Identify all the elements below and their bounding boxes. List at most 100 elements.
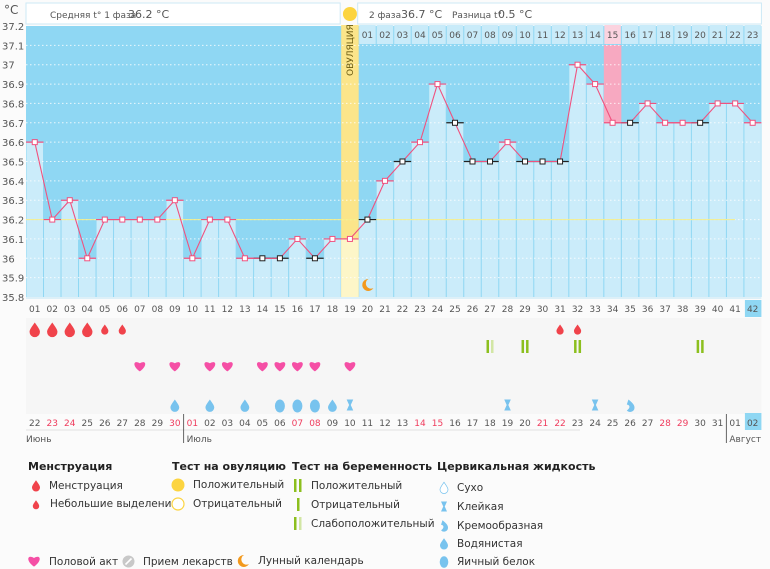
temperature-point bbox=[504, 139, 511, 146]
temperature-bar bbox=[166, 200, 184, 297]
test-line bbox=[486, 340, 490, 353]
temperature-point bbox=[487, 158, 494, 165]
heart-icon bbox=[274, 362, 286, 372]
heart-icon bbox=[28, 556, 40, 567]
calendar-date-label: 24 bbox=[64, 419, 76, 429]
legend-item-moon: Лунный календарь bbox=[236, 554, 364, 568]
calendar-date-label: 25 bbox=[82, 419, 93, 429]
temperature-point bbox=[609, 119, 616, 126]
legend-label: Сухо bbox=[457, 481, 484, 494]
calendar-date-label: 26 bbox=[624, 419, 636, 429]
cycle-day-label: 42 bbox=[747, 305, 758, 315]
phase2-day-label: 01 bbox=[362, 31, 373, 41]
heart-icon bbox=[221, 362, 233, 372]
temperature-bar bbox=[44, 219, 61, 297]
ovulation-label: ОВУЛЯЦИЯ bbox=[346, 24, 356, 76]
cycle-day-label: 08 bbox=[152, 305, 164, 315]
temperature-point bbox=[154, 216, 161, 223]
temperature-point bbox=[469, 158, 476, 165]
temperature-point bbox=[276, 255, 283, 262]
legend-item-intercourse: Половой акт bbox=[27, 555, 118, 568]
pregnancy-test-weak-icon bbox=[486, 340, 494, 353]
legend-label: Прием лекарств bbox=[143, 555, 233, 568]
diff-value: 0.5 °C bbox=[498, 8, 532, 21]
cycle-day-label: 32 bbox=[572, 305, 583, 315]
watery-drop-icon bbox=[440, 538, 448, 550]
temperature-point bbox=[84, 255, 91, 262]
egg-white-icon bbox=[292, 399, 303, 413]
heart-icon bbox=[344, 362, 356, 372]
phase2-day-label: 08 bbox=[484, 31, 496, 41]
phase2-day-label: 04 bbox=[414, 31, 426, 41]
temperature-bar bbox=[621, 122, 639, 298]
cycle-day-label: 23 bbox=[414, 305, 425, 315]
legend-item-spotting: Небольшие выделения bbox=[32, 498, 178, 510]
pill-icon bbox=[122, 555, 135, 568]
calendar-date-label: 18 bbox=[484, 419, 496, 429]
one-line-icon bbox=[297, 498, 300, 511]
temperature-point bbox=[189, 255, 196, 262]
temperature-point bbox=[574, 61, 581, 68]
egg-white-icon bbox=[439, 556, 449, 568]
weak-lines-icon bbox=[294, 517, 302, 530]
phase2-day-label: 15 bbox=[607, 31, 618, 41]
temperature-bar bbox=[639, 103, 656, 297]
sun-filled-icon bbox=[171, 478, 185, 492]
phase2-day-label: 17 bbox=[642, 31, 653, 41]
cycle-day-label: 06 bbox=[117, 305, 129, 315]
calendar-date-label: 16 bbox=[449, 419, 461, 429]
temperature-point bbox=[539, 158, 546, 165]
y-tick-label: 37.1 bbox=[2, 41, 24, 52]
cycle-day-label: 18 bbox=[327, 305, 339, 315]
phase2-day-cell bbox=[446, 25, 464, 44]
phase2-day-label: 23 bbox=[747, 31, 758, 41]
phase1-label: Средняя t° 1 фаза bbox=[50, 11, 136, 21]
menstruation-drop-icon bbox=[64, 322, 75, 338]
calendar-date-label: 27 bbox=[117, 419, 128, 429]
temperature-point bbox=[259, 255, 266, 262]
legend-label: Отрицательный bbox=[311, 498, 400, 511]
phase2-day-cell bbox=[429, 25, 446, 44]
heart-icon bbox=[204, 362, 216, 372]
legend-item-watery: Водянистая bbox=[439, 537, 523, 550]
ovulation-column bbox=[341, 25, 359, 297]
test-line bbox=[521, 340, 525, 353]
spotting-drop-icon bbox=[118, 324, 126, 335]
phase2-day-cell bbox=[411, 25, 429, 44]
calendar-date-label: 27 bbox=[642, 419, 653, 429]
cycle-day-label: 31 bbox=[554, 305, 565, 315]
heart-icon bbox=[256, 362, 268, 372]
cycle-day-label: 39 bbox=[694, 305, 706, 315]
cycle-day-label: 41 bbox=[729, 305, 740, 315]
temperature-bar bbox=[184, 258, 201, 297]
calendar-date-label: 14 bbox=[414, 419, 426, 429]
current-day-cell bbox=[744, 300, 762, 317]
y-tick-label: 36.7 bbox=[2, 119, 24, 130]
legend-item-pr-weak: Слабоположительный bbox=[293, 517, 435, 530]
calendar-date-label: 21 bbox=[537, 419, 548, 429]
cycle-day-label: 03 bbox=[64, 305, 75, 315]
watery-drop-icon bbox=[328, 399, 337, 412]
temperature-bar bbox=[586, 84, 604, 297]
temperature-point bbox=[101, 216, 108, 223]
creamy-icon bbox=[626, 399, 635, 412]
phase2-day-cell bbox=[744, 25, 761, 44]
legend-label: Лунный календарь bbox=[258, 555, 364, 567]
calendar-date-label: 01 bbox=[187, 419, 198, 429]
cycle-day-label: 26 bbox=[467, 305, 479, 315]
pregnancy-test-positive-icon bbox=[696, 340, 704, 353]
phase2-day-cell bbox=[709, 25, 726, 44]
ovulation-column-lower bbox=[341, 238, 359, 297]
temperature-bar bbox=[149, 219, 166, 297]
y-tick-label: 36.6 bbox=[2, 138, 24, 149]
temperature-point bbox=[697, 119, 704, 126]
cycle-day-label: 21 bbox=[379, 305, 390, 315]
sticky-icon bbox=[504, 399, 511, 411]
cycle-day-label: 28 bbox=[502, 305, 514, 315]
cycle-day-label: 20 bbox=[362, 305, 374, 315]
heart-icon bbox=[309, 362, 321, 372]
cycle-day-label: 12 bbox=[222, 305, 233, 315]
legend-label: Небольшие выделения bbox=[50, 498, 178, 510]
calendar-date-label: 20 bbox=[519, 419, 531, 429]
cycle-day-label: 22 bbox=[397, 305, 408, 315]
